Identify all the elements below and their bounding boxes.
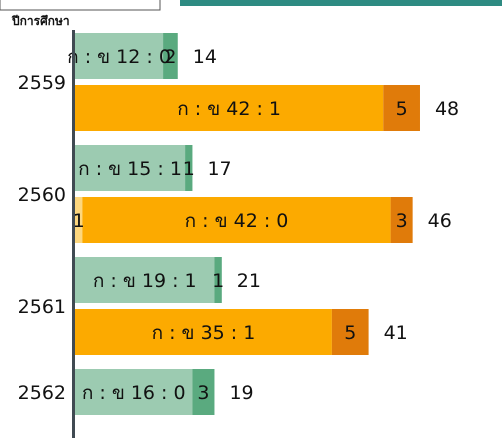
segment-label-2562-0-0: ก : ข 16 : 0 — [82, 382, 186, 404]
segment-label-2561-0-1: 1 — [212, 270, 224, 292]
bar-total-2562-0: 19 — [229, 382, 253, 404]
bar-segment-2560-1-1 — [82, 197, 391, 243]
bar-total-2559-0: 14 — [193, 46, 217, 68]
segment-label-2561-1-1: 5 — [344, 322, 356, 344]
bar-segment-2561-0-0 — [75, 257, 215, 303]
labels-layer: ก : ข 12 : 02 14 ก : ข 42 : 1 5 48 2559 ก : ข … — [18, 46, 460, 404]
year-label-2561: 2561 — [18, 296, 66, 318]
segment-label-2561-1-0: ก : ข 35 : 1 — [152, 322, 256, 344]
bar-total-2561-1: 41 — [384, 322, 408, 344]
segment-label-2560-0-1: 1 — [183, 158, 195, 180]
segment-label-2559-0-1: 2 — [164, 46, 176, 68]
bar-segment-2561-0-1 — [214, 257, 222, 303]
top-left-box — [0, 0, 161, 11]
bar-segment-2559-1-0 — [75, 85, 384, 131]
bar-total-2561-0: 21 — [237, 270, 261, 292]
bar-segment-2561-1-1 — [331, 309, 369, 355]
bar-segment-2562-0-1 — [192, 369, 215, 415]
segment-label-2560-0-0: ก : ข 15 : 1 — [78, 158, 182, 180]
bar-segment-2560-0-0 — [75, 145, 186, 191]
bar-segment-2560-1-0 — [75, 197, 83, 243]
header-bar — [180, 0, 502, 6]
segment-label-2562-0-1: 3 — [197, 382, 209, 404]
y-axis-line — [72, 30, 75, 438]
segment-label-2560-1-2: 3 — [396, 210, 408, 232]
segment-label-2561-0-0: ก : ข 19 : 1 — [93, 270, 197, 292]
bar-total-2560-1: 46 — [428, 210, 452, 232]
bar-total-2559-1: 48 — [435, 98, 459, 120]
segment-label-2560-1-0: 1 — [73, 210, 85, 232]
bar-segment-2562-0-0 — [75, 369, 193, 415]
segment-label-2560-1-1: ก : ข 42 : 0 — [185, 210, 289, 232]
segment-label-2559-1-0: ก : ข 42 : 1 — [177, 98, 281, 120]
bars-layer — [75, 33, 420, 415]
year-label-2562: 2562 — [18, 382, 66, 404]
bar-segment-2560-0-1 — [185, 145, 193, 191]
segment-label-2559-1-1: 5 — [396, 98, 408, 120]
axis-title: ปีการศึกษา — [11, 14, 69, 28]
bar-segment-2559-1-1 — [383, 85, 420, 131]
year-label-2560: 2560 — [18, 184, 66, 206]
bar-segment-2559-0-0 — [75, 33, 164, 79]
bar-segment-2561-1-0 — [75, 309, 332, 355]
bar-segment-2559-0-1 — [163, 33, 178, 79]
segment-label-2559-0-0: ก : ข 12 : 0 — [67, 46, 171, 68]
bar-total-2560-0: 17 — [207, 158, 231, 180]
bar-segment-2560-1-2 — [390, 197, 413, 243]
year-label-2559: 2559 — [18, 72, 66, 94]
